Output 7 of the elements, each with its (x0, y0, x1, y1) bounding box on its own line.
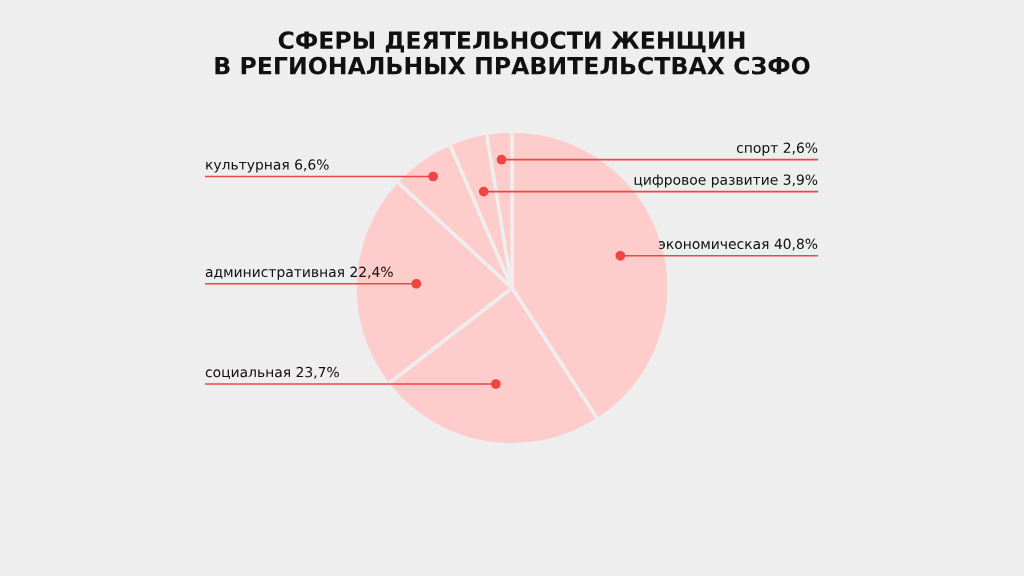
slice-label: культурная 6,6% (206, 159, 329, 173)
slice-label: социальная 23,7% (205, 366, 339, 380)
slice-label: административная 22,4% (205, 266, 393, 280)
slice-label: экономическая 40,8% (658, 238, 818, 251)
chart-title: СФЕРЫ ДЕЯТЕЛЬНОСТИ ЖЕНЩИН В РЕГИОНАЛЬНЫХ ПРАВИТЕЛЬСТВАХ СЗФО (215, 31, 810, 75)
slice-label: цифровое развитие 3,9% (634, 174, 818, 188)
slice-label: спорт 2,6% (736, 142, 818, 156)
